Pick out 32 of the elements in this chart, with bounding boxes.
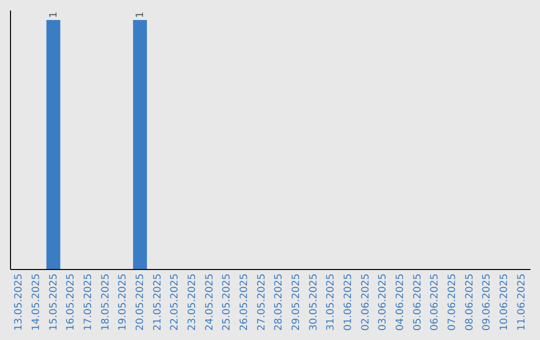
x-tick-label: 01.06.2025 (343, 274, 354, 331)
x-tick-label: 23.05.2025 (187, 274, 198, 331)
x-tick-label: 19.05.2025 (118, 274, 129, 331)
data-label: 1 (48, 12, 60, 18)
x-tick-label: 05.06.2025 (412, 274, 424, 331)
x-tick-label: 18.05.2025 (100, 274, 112, 331)
x-tick-label: 20.05.2025 (135, 274, 146, 331)
x-tick-label: 28.05.2025 (274, 274, 285, 331)
x-tick-label: 08.06.2025 (464, 274, 476, 331)
x-tick-label: 27.05.2025 (256, 274, 268, 331)
x-tick-label: 26.05.2025 (239, 274, 250, 331)
data-label: 1 (135, 12, 146, 18)
x-tick-label: 16.05.2025 (66, 274, 77, 331)
x-tick-label: 13.05.2025 (14, 274, 25, 331)
x-tick-label: 06.06.2025 (430, 274, 441, 331)
x-tick-label: 30.05.2025 (308, 274, 320, 331)
x-tick-label: 17.05.2025 (83, 274, 94, 331)
x-tick-label: 21.05.2025 (152, 274, 164, 331)
x-tick-label: 25.05.2025 (222, 274, 233, 331)
x-tick-label: 22.05.2025 (170, 274, 181, 331)
x-tick-label: 31.05.2025 (326, 274, 337, 331)
x-tick-label: 04.06.2025 (395, 274, 406, 331)
x-tick-label: 03.06.2025 (378, 274, 389, 331)
x-tick-label: 15.05.2025 (48, 274, 60, 331)
x-tick-label: 29.05.2025 (291, 274, 302, 331)
x-tick-label: 02.06.2025 (360, 274, 372, 331)
x-tick-label: 07.06.2025 (447, 274, 458, 331)
x-tick-label: 09.06.2025 (482, 274, 493, 331)
x-tick-label: 10.06.2025 (499, 274, 510, 331)
x-tick-label: 11.06.2025 (516, 274, 528, 331)
x-tick-label: 14.05.2025 (31, 274, 42, 331)
x-tick-label: 24.05.2025 (204, 274, 216, 331)
